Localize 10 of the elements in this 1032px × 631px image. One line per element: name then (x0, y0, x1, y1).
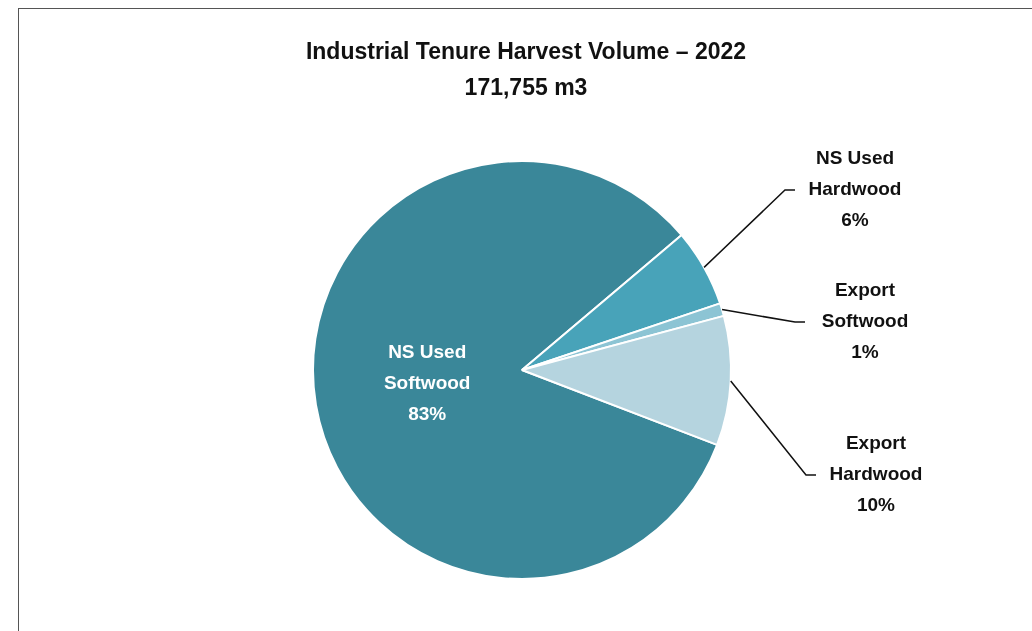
slice-label: NS Used Softwood (383, 341, 471, 394)
chart-subtitle: 171,755 m3 (463, 74, 589, 101)
slice-label: NS Used Hardwood (808, 147, 902, 200)
slice-label: Export Softwood (821, 279, 909, 332)
data-label: 6% (841, 209, 869, 231)
data-label: 10% (856, 494, 896, 516)
chart-title: Industrial Tenure Harvest Volume – 2022 (304, 38, 748, 65)
data-label: 1% (851, 341, 879, 363)
data-label: 83% (408, 403, 447, 425)
slice-label: Export Hardwood (829, 432, 923, 485)
